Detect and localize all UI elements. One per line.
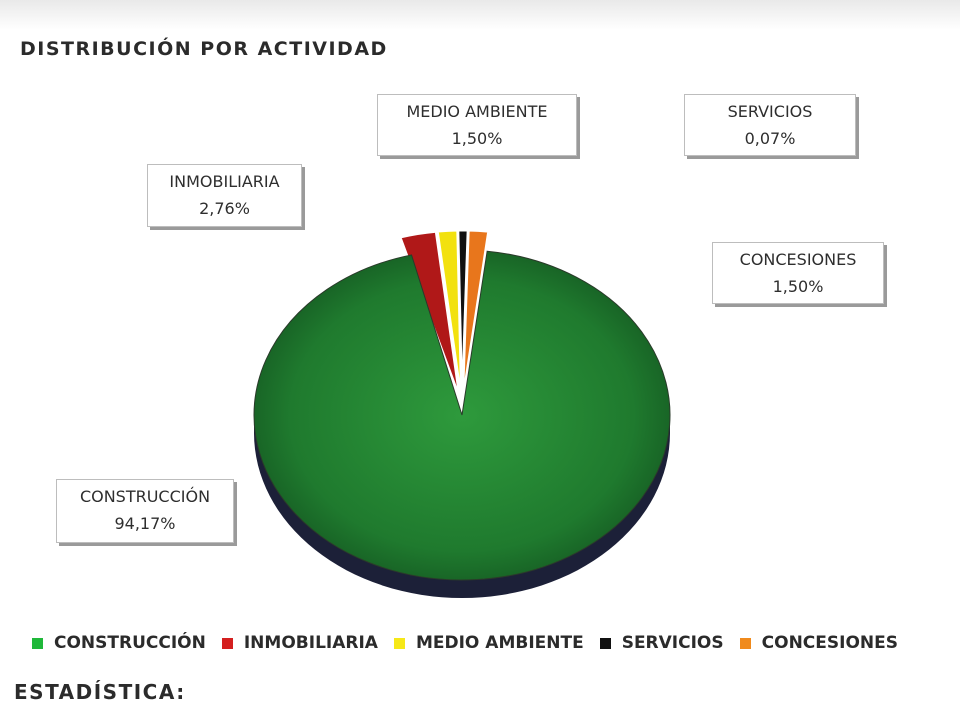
- legend-swatch: [221, 637, 233, 649]
- label-construccion-value: 94,17%: [114, 514, 176, 533]
- legend-label: MEDIO AMBIENTE: [415, 633, 584, 653]
- label-concesiones: CONCESIONES 1,50%: [712, 242, 884, 304]
- legend-swatch: [32, 637, 43, 649]
- label-medio-ambiente-value: 1,50%: [451, 129, 503, 148]
- legend-swatch: [599, 637, 611, 649]
- label-servicios-value: 0,07%: [744, 129, 796, 148]
- pie-slice-servicios: [457, 229, 469, 396]
- pie-slice-construcción: [253, 250, 671, 581]
- legend-swatch: [739, 637, 751, 649]
- legend-item-construccion: CONSTRUCCIÓN: [32, 633, 206, 653]
- label-servicios-name: SERVICIOS: [727, 102, 813, 121]
- label-medio-ambiente: MEDIO AMBIENTE 1,50%: [377, 94, 577, 156]
- legend-item-servicios: SERVICIOS: [599, 633, 724, 653]
- legend-item-medio-ambiente: MEDIO AMBIENTE: [393, 633, 584, 653]
- label-construccion-name: CONSTRUCCIÓN: [79, 487, 211, 506]
- label-inmobiliaria: INMOBILIARIA 2,76%: [147, 164, 302, 227]
- label-servicios: SERVICIOS 0,07%: [684, 94, 856, 156]
- top-band: [0, 0, 960, 30]
- chart-title: DISTRIBUCIÓN POR ACTIVIDAD: [20, 38, 388, 60]
- legend-label: INMOBILIARIA: [243, 633, 378, 653]
- pie-slice-medio-ambiente: [436, 229, 463, 396]
- label-concesiones-value: 1,50%: [772, 277, 824, 296]
- legend-item-concesiones: CONCESIONES: [739, 633, 898, 653]
- legend-item-inmobiliaria: INMOBILIARIA: [221, 633, 378, 653]
- legend-label: SERVICIOS: [621, 633, 724, 653]
- legend-label: CONSTRUCCIÓN: [54, 633, 206, 653]
- pie-slices: [253, 229, 671, 581]
- legend-swatch: [393, 637, 405, 649]
- label-inmobiliaria-value: 2,76%: [199, 199, 250, 218]
- legend-label: CONCESIONES: [761, 633, 898, 653]
- label-concesiones-name: CONCESIONES: [739, 250, 857, 269]
- legend: CONSTRUCCIÓN INMOBILIARIA MEDIO AMBIENTE…: [32, 632, 914, 654]
- label-inmobiliaria-name: INMOBILIARIA: [169, 172, 280, 191]
- label-construccion: CONSTRUCCIÓN 94,17%: [56, 479, 234, 543]
- statistics-heading: ESTADÍSTICA:: [14, 680, 186, 704]
- label-medio-ambiente-name: MEDIO AMBIENTE: [406, 102, 548, 121]
- pie-slice-concesiones: [462, 229, 490, 396]
